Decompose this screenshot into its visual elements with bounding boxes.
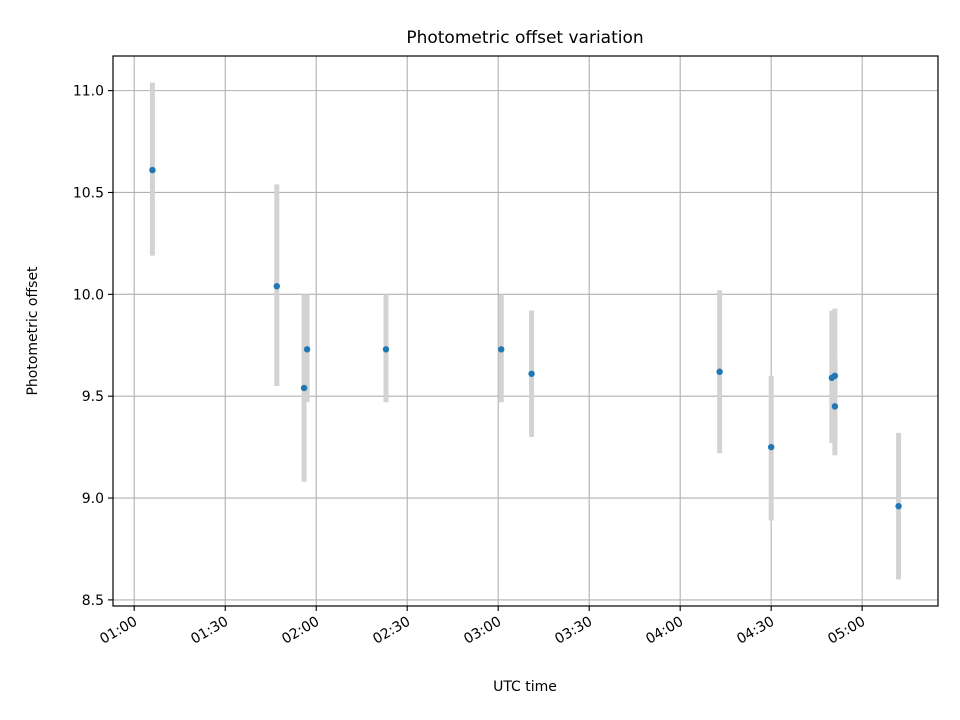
data-point-layer [149,166,902,510]
data-point [831,372,839,380]
y-tick-label: 9.0 [82,491,104,507]
data-point [716,368,723,375]
data-point [498,346,505,353]
data-point [300,384,308,392]
y-tick-label: 10.0 [73,287,104,303]
data-point [303,346,311,353]
data-point [382,346,390,353]
y-tick-label: 11.0 [73,84,104,100]
data-point [149,166,156,174]
y-axis-label: Photometric offset [25,266,41,396]
data-point [831,403,839,410]
y-tick-label: 9.5 [82,389,104,405]
grid-layer [113,56,938,606]
chart-title: Photometric offset variation [406,28,643,48]
y-tick-label: 8.5 [82,593,104,609]
data-point [895,502,902,510]
plot-frame [112,55,939,607]
data-point [767,443,775,451]
data-point [528,370,535,377]
x-axis-label: UTC time [493,679,557,695]
y-tick-label: 10.5 [73,185,104,201]
y-tick-layer: 8.5 9.0 9.5 10.0 10.5 11.0 [73,84,113,609]
data-point [273,282,280,290]
